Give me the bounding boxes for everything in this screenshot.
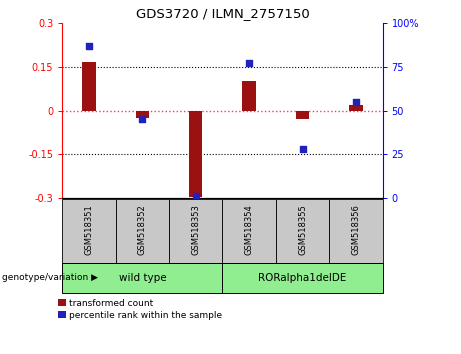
- Bar: [116, 199, 169, 263]
- Bar: [276, 199, 329, 263]
- Bar: [189, 110, 202, 197]
- Text: GSM518353: GSM518353: [191, 204, 200, 255]
- Bar: [349, 105, 363, 110]
- Bar: [329, 199, 383, 263]
- Bar: [223, 263, 383, 293]
- Point: [245, 61, 253, 66]
- Bar: [62, 263, 222, 293]
- Legend: transformed count, percentile rank within the sample: transformed count, percentile rank withi…: [58, 299, 222, 320]
- Text: GSM518356: GSM518356: [351, 204, 361, 255]
- Point: [85, 43, 93, 48]
- Text: wild type: wild type: [118, 273, 166, 283]
- Text: GSM518355: GSM518355: [298, 204, 307, 255]
- Bar: [169, 199, 222, 263]
- Point: [299, 146, 306, 152]
- Bar: [62, 199, 116, 263]
- Bar: [296, 110, 309, 119]
- Bar: [223, 199, 276, 263]
- Bar: [136, 110, 149, 118]
- Bar: [82, 62, 95, 110]
- Text: genotype/variation ▶: genotype/variation ▶: [2, 273, 98, 282]
- Title: GDS3720 / ILMN_2757150: GDS3720 / ILMN_2757150: [136, 7, 309, 21]
- Point: [192, 194, 200, 199]
- Text: GSM518351: GSM518351: [84, 204, 94, 255]
- Point: [352, 99, 360, 105]
- Bar: [242, 81, 256, 110]
- Text: RORalpha1delDE: RORalpha1delDE: [258, 273, 347, 283]
- Text: GSM518352: GSM518352: [138, 204, 147, 255]
- Point: [139, 116, 146, 122]
- Text: GSM518354: GSM518354: [245, 204, 254, 255]
